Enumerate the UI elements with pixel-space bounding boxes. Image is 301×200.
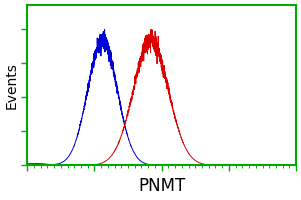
X-axis label: PNMT: PNMT: [138, 177, 185, 195]
Y-axis label: Events: Events: [5, 62, 19, 109]
